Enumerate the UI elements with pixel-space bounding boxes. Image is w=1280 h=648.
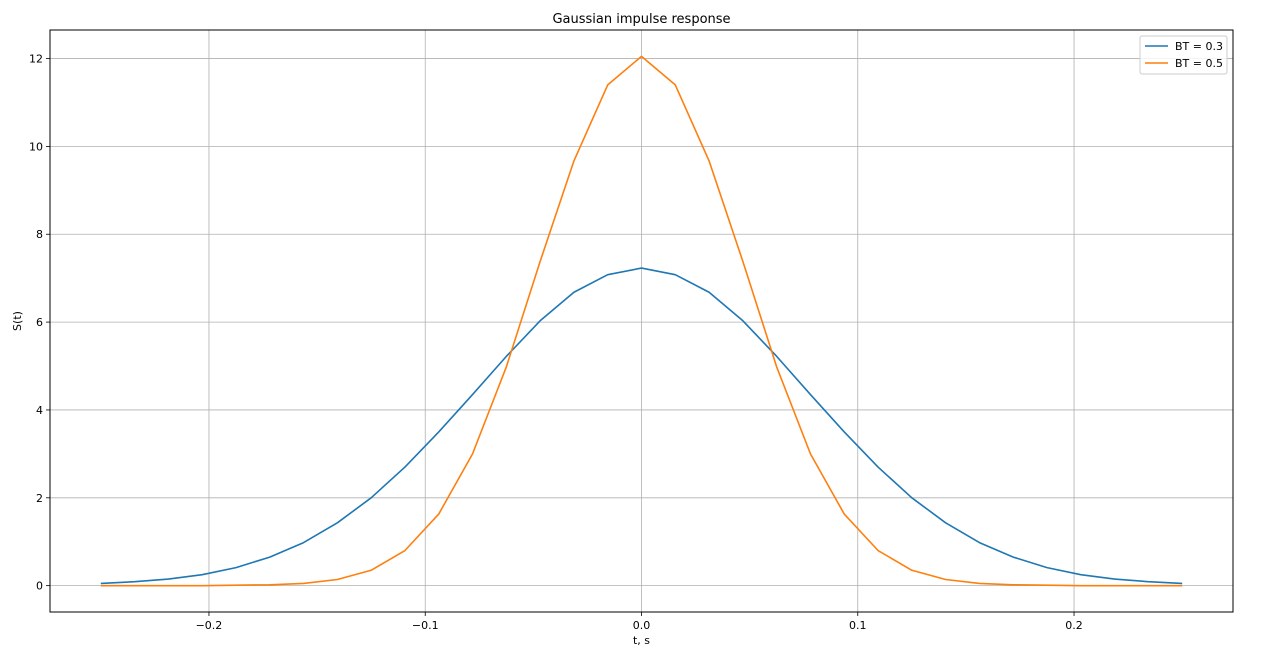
plot-lines (100, 55, 1183, 587)
x-axis-title: t, s (633, 634, 650, 647)
series-line-1 (100, 267, 1183, 585)
x-tick-label: 0.2 (1065, 619, 1083, 632)
y-tick-label: 8 (36, 228, 43, 241)
y-tick-label: 2 (36, 492, 43, 505)
y-axis-title: S(t) (11, 311, 24, 331)
chart-title: Gaussian impulse response (552, 12, 730, 27)
legend-label-2: BT = 0.5 (1175, 57, 1223, 70)
x-tick-label: 0.0 (633, 619, 651, 632)
y-tick-label: 0 (36, 580, 43, 593)
y-tick-label: 12 (29, 53, 43, 66)
axis-ticks: −0.2 −0.1 0.0 0.1 0.2 0 2 4 6 8 10 12 (29, 53, 1083, 632)
y-tick-label: 4 (36, 404, 43, 417)
x-tick-label: −0.2 (196, 619, 223, 632)
y-tick-label: 6 (36, 316, 43, 329)
legend-label-1: BT = 0.3 (1175, 40, 1223, 53)
y-tick-label: 10 (29, 140, 43, 153)
x-tick-label: 0.1 (849, 619, 867, 632)
x-tick-label: −0.1 (412, 619, 439, 632)
legend: BT = 0.3 BT = 0.5 (1139, 35, 1228, 75)
series-line-2 (100, 55, 1183, 587)
